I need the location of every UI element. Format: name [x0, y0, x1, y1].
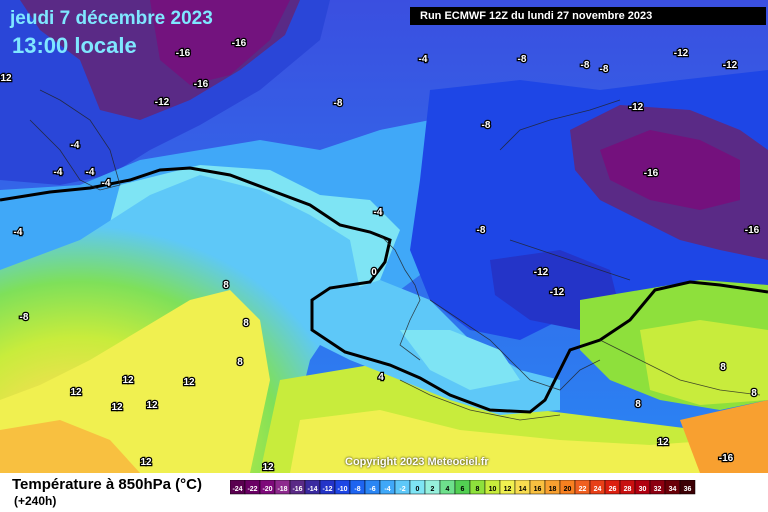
- color-scale-swatch: [679, 480, 696, 495]
- hot-region-southeast: [680, 400, 768, 473]
- isotherm-label: -16: [194, 79, 209, 90]
- color-scale-label: -24: [232, 486, 242, 493]
- isotherm-label: 12: [146, 400, 158, 411]
- isotherm-label: -12: [723, 60, 738, 71]
- isotherm-label: 0: [371, 267, 377, 278]
- color-scale-label: 16: [534, 486, 542, 493]
- color-scale-label: 32: [654, 486, 662, 493]
- isotherm-label: 8: [237, 357, 243, 368]
- color-scale-label: 26: [609, 486, 617, 493]
- copyright-text: Copyright 2023 Meteociel.fr: [345, 456, 489, 468]
- color-scale-label: -16: [292, 486, 302, 493]
- isotherm-label: -8: [600, 64, 609, 75]
- isotherm-label: -16: [745, 225, 760, 236]
- color-scale-label: -18: [277, 486, 287, 493]
- color-scale-label: 20: [564, 486, 572, 493]
- isotherm-label: 12: [140, 457, 152, 468]
- color-scale-label: 28: [624, 486, 632, 493]
- isotherm-label: 12: [262, 462, 274, 473]
- isotherm-label: 8: [243, 318, 249, 329]
- color-scale-label: -10: [337, 486, 347, 493]
- isotherm-label: -8: [482, 120, 491, 131]
- isotherm-label: -16: [232, 38, 247, 49]
- warm-core-south: [290, 410, 768, 473]
- zero-isotherm: [0, 166, 768, 414]
- warm-core-east: [640, 320, 768, 405]
- color-scale-label: -22: [247, 486, 257, 493]
- isotherm-label: -16: [719, 453, 734, 464]
- isotherm-label: 4: [378, 372, 384, 383]
- isotherm-label: -4: [14, 227, 23, 238]
- color-scale-label: 8: [476, 486, 480, 493]
- color-scale-label: 14: [519, 486, 527, 493]
- isotherm-label: -12: [550, 287, 565, 298]
- color-scale-label: -20: [262, 486, 272, 493]
- isotherm-label: -12: [534, 267, 549, 278]
- color-scale-label: 30: [639, 486, 647, 493]
- isotherm-label: -8: [518, 54, 527, 65]
- isotherm-label: -4: [374, 207, 383, 218]
- color-scale-label: 36: [684, 486, 692, 493]
- isotherm-label: -16: [176, 48, 191, 59]
- color-scale-label: 34: [669, 486, 677, 493]
- forecast-date: jeudi 7 décembre 2023: [10, 8, 213, 29]
- color-scale-label: 24: [594, 486, 602, 493]
- forecast-time: 13:00 locale: [12, 33, 137, 58]
- cool-core-mediterranean: [400, 330, 520, 390]
- isotherm-label: 12: [657, 437, 669, 448]
- hot-core-southwest: [0, 420, 140, 473]
- color-scale-label: -8: [354, 486, 360, 493]
- color-scale-label: 18: [549, 486, 557, 493]
- isotherm-label: -8: [581, 60, 590, 71]
- run-info: Run ECMWF 12Z du lundi 27 novembre 2023: [410, 7, 766, 25]
- cold-core-greenland-2: [150, 0, 290, 85]
- isotherm-label: -8: [334, 98, 343, 109]
- color-scale-label: -4: [384, 486, 390, 493]
- color-scale-label: -12: [322, 486, 332, 493]
- color-scale: -24 -22 -20 -18 -16 -14 -12 -10 -8 -6 -4 -2 0 2 4 6 8 10 1…: [230, 480, 696, 495]
- color-scale-label: 6: [461, 486, 465, 493]
- color-scale-label: 22: [579, 486, 587, 493]
- isotherm-label: -8: [477, 225, 486, 236]
- isotherm-label: -4: [419, 54, 428, 65]
- isotherm-label: -12: [155, 97, 170, 108]
- color-scale-label: 10: [489, 486, 497, 493]
- parameter-title: Température à 850hPa (°C): [12, 476, 202, 493]
- cold-core-scandinavia-2: [600, 130, 740, 210]
- isotherm-label: 8: [720, 362, 726, 373]
- coastlines: [29, 89, 761, 421]
- color-scale-label: -2: [399, 486, 405, 493]
- isotherm-label: -4: [86, 167, 95, 178]
- color-scale-label: 12: [504, 486, 512, 493]
- color-scale-label: 2: [431, 486, 435, 493]
- isotherm-label: 8: [751, 388, 757, 399]
- isotherm-label: -4: [71, 140, 80, 151]
- color-scale-label: 0: [416, 486, 420, 493]
- color-scale-boxes: -24 -22 -20 -18 -16 -14 -12 -10 -8 -6 -4 -2 0 2 4 6 8 10 1…: [230, 480, 696, 495]
- isotherm-label: -4: [102, 178, 111, 189]
- isotherm-label: 8: [223, 280, 229, 291]
- isotherm-label: -8: [20, 312, 29, 323]
- isotherm-label: 12: [0, 73, 12, 84]
- lead-time: (+240h): [14, 494, 57, 508]
- isotherm-label: 12: [111, 402, 123, 413]
- isotherm-label: -4: [54, 167, 63, 178]
- isotherm-label: 12: [183, 377, 195, 388]
- color-scale-label: 4: [446, 486, 450, 493]
- isotherm-label: -16: [644, 168, 659, 179]
- isotherm-label: 12: [70, 387, 82, 398]
- isotherm-label: 8: [635, 399, 641, 410]
- isotherm-label: -12: [674, 48, 689, 59]
- color-scale-label: -14: [307, 486, 317, 493]
- isotherm-label: 12: [122, 375, 134, 386]
- color-scale-label: -6: [369, 486, 375, 493]
- isotherm-label: -12: [629, 102, 644, 113]
